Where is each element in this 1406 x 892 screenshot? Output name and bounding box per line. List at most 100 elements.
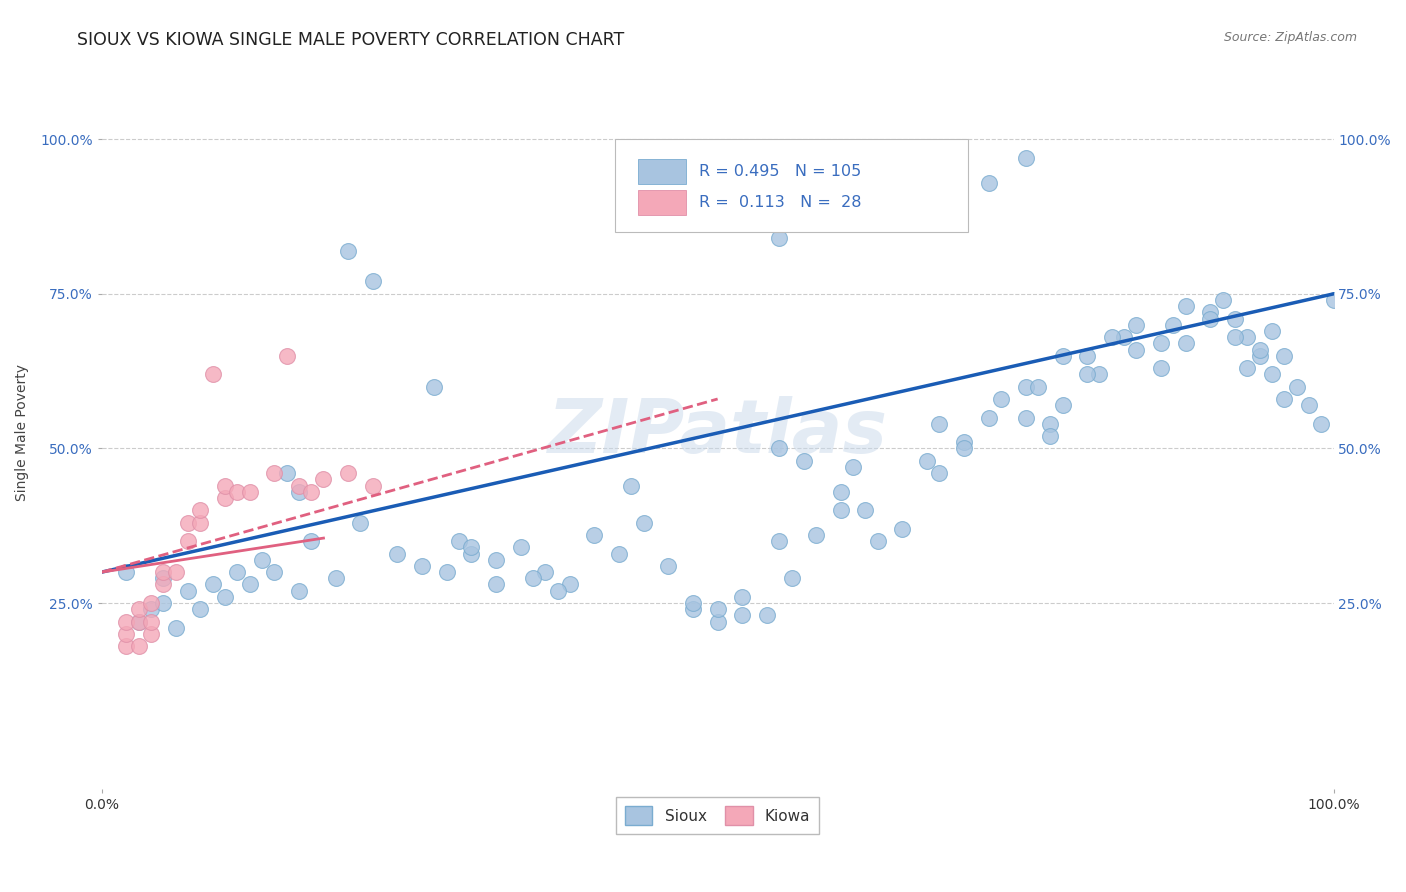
Point bbox=[1114, 330, 1136, 344]
Point bbox=[152, 565, 174, 579]
Point bbox=[239, 484, 262, 499]
Point bbox=[201, 368, 224, 382]
Point bbox=[387, 547, 409, 561]
Point bbox=[866, 534, 889, 549]
Point bbox=[1014, 410, 1036, 425]
Point bbox=[1026, 379, 1049, 393]
Point bbox=[276, 466, 298, 480]
Point bbox=[1223, 330, 1246, 344]
Point bbox=[460, 547, 482, 561]
Point bbox=[1039, 417, 1062, 431]
Point bbox=[263, 466, 285, 480]
Point bbox=[152, 596, 174, 610]
Point bbox=[804, 528, 827, 542]
Point bbox=[842, 460, 865, 475]
FancyBboxPatch shape bbox=[637, 159, 686, 184]
Text: R =  0.113   N =  28: R = 0.113 N = 28 bbox=[699, 195, 862, 211]
Point bbox=[891, 522, 914, 536]
Text: Source: ZipAtlas.com: Source: ZipAtlas.com bbox=[1223, 31, 1357, 45]
Point bbox=[1249, 349, 1271, 363]
Point bbox=[1150, 336, 1173, 351]
Point bbox=[226, 484, 249, 499]
Point bbox=[1261, 324, 1284, 338]
Point bbox=[1125, 318, 1147, 332]
Point bbox=[977, 410, 1000, 425]
Point bbox=[337, 466, 360, 480]
FancyBboxPatch shape bbox=[616, 139, 967, 233]
Point bbox=[349, 516, 371, 530]
Point bbox=[299, 484, 322, 499]
Point bbox=[165, 565, 187, 579]
Point bbox=[361, 275, 384, 289]
Point bbox=[1249, 343, 1271, 357]
Point bbox=[485, 577, 508, 591]
Point bbox=[447, 534, 470, 549]
Point bbox=[288, 484, 311, 499]
Point bbox=[177, 583, 200, 598]
Point bbox=[768, 534, 790, 549]
Point bbox=[1101, 330, 1123, 344]
Y-axis label: Single Male Poverty: Single Male Poverty bbox=[15, 365, 30, 501]
Point bbox=[1150, 361, 1173, 376]
Point bbox=[731, 590, 754, 604]
Point bbox=[768, 442, 790, 456]
Point bbox=[115, 565, 138, 579]
Point bbox=[337, 244, 360, 258]
Point bbox=[423, 379, 446, 393]
Text: ZIPatlas: ZIPatlas bbox=[548, 396, 887, 469]
Point bbox=[177, 534, 200, 549]
Point bbox=[1039, 429, 1062, 443]
Point bbox=[583, 528, 606, 542]
Point bbox=[188, 503, 211, 517]
Point bbox=[1088, 368, 1111, 382]
Point bbox=[706, 602, 728, 616]
Point bbox=[128, 640, 150, 654]
Point bbox=[1236, 330, 1258, 344]
Point bbox=[1272, 349, 1295, 363]
Point bbox=[1163, 318, 1185, 332]
Point bbox=[990, 392, 1012, 406]
Point bbox=[165, 621, 187, 635]
Point bbox=[152, 577, 174, 591]
FancyBboxPatch shape bbox=[637, 190, 686, 215]
Point bbox=[830, 484, 852, 499]
Point bbox=[1285, 379, 1308, 393]
Point bbox=[1223, 311, 1246, 326]
Point bbox=[436, 565, 458, 579]
Point bbox=[115, 615, 138, 629]
Point bbox=[411, 558, 433, 573]
Point bbox=[263, 565, 285, 579]
Point bbox=[250, 553, 273, 567]
Point bbox=[128, 602, 150, 616]
Point bbox=[361, 478, 384, 492]
Point bbox=[1014, 151, 1036, 165]
Point bbox=[1125, 343, 1147, 357]
Point bbox=[226, 565, 249, 579]
Point bbox=[1310, 417, 1333, 431]
Point bbox=[534, 565, 557, 579]
Point bbox=[312, 472, 335, 486]
Point bbox=[201, 577, 224, 591]
Point bbox=[509, 541, 531, 555]
Point bbox=[768, 231, 790, 245]
Point bbox=[953, 442, 976, 456]
Point bbox=[977, 176, 1000, 190]
Point bbox=[1322, 293, 1344, 307]
Point bbox=[1261, 368, 1284, 382]
Point bbox=[830, 503, 852, 517]
Point bbox=[139, 627, 162, 641]
Point bbox=[115, 627, 138, 641]
Point bbox=[1199, 311, 1222, 326]
Point bbox=[288, 478, 311, 492]
Point bbox=[928, 417, 950, 431]
Point bbox=[657, 558, 679, 573]
Point bbox=[152, 571, 174, 585]
Point bbox=[633, 516, 655, 530]
Point bbox=[239, 577, 262, 591]
Point bbox=[793, 454, 815, 468]
Point bbox=[177, 516, 200, 530]
Point bbox=[1174, 299, 1197, 313]
Point bbox=[731, 608, 754, 623]
Point bbox=[188, 516, 211, 530]
Point bbox=[1272, 392, 1295, 406]
